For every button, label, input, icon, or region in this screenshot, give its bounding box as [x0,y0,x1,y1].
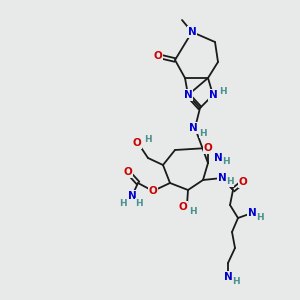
Text: N: N [208,90,217,100]
Text: H: H [199,128,207,137]
Text: H: H [144,134,152,143]
Text: O: O [238,177,247,187]
Text: N: N [188,27,196,37]
Text: O: O [148,186,158,196]
Text: N: N [224,272,232,282]
Text: O: O [178,202,188,212]
Text: O: O [124,167,132,177]
Text: H: H [119,199,127,208]
Text: H: H [135,199,143,208]
Text: N: N [218,173,226,183]
Text: N: N [248,208,256,218]
Text: O: O [154,51,162,61]
Text: O: O [133,138,141,148]
Text: H: H [232,278,240,286]
Text: H: H [226,178,234,187]
Text: H: H [189,206,197,215]
Text: N: N [189,123,197,133]
Text: H: H [219,86,227,95]
Text: H: H [256,212,264,221]
Text: O: O [204,143,212,153]
Text: N: N [128,191,136,201]
Text: N: N [214,153,222,163]
Text: H: H [222,157,230,166]
Text: N: N [184,90,192,100]
